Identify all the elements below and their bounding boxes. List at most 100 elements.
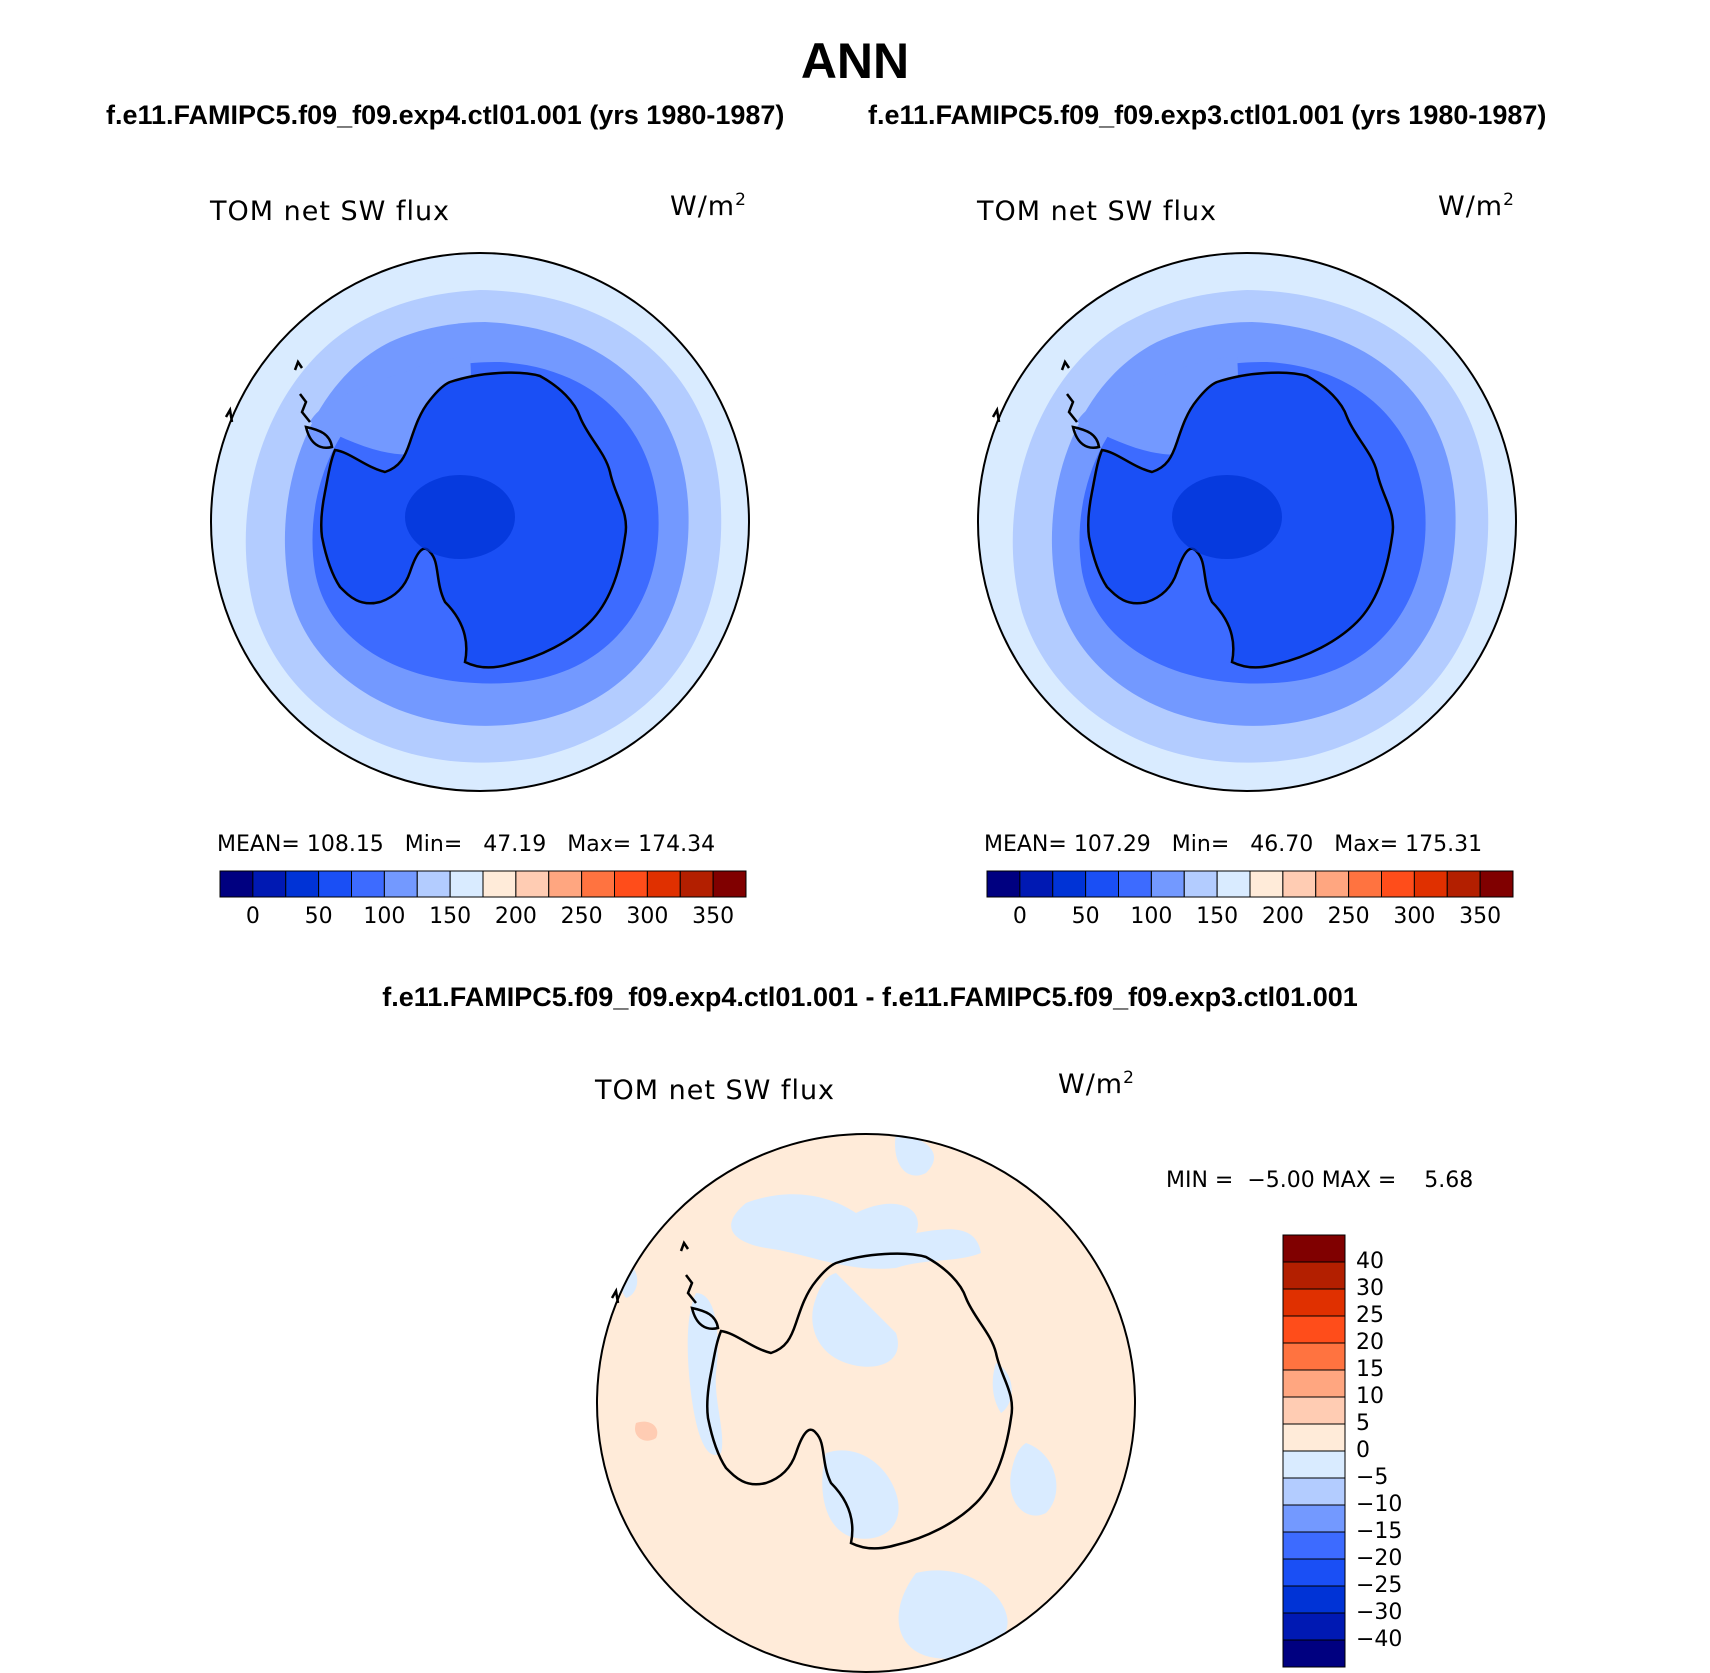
colorbar-tick-label: 300 — [1393, 904, 1436, 929]
colorbar-tick-label: 50 — [1071, 904, 1100, 929]
colorbar-tick-label: −5 — [1356, 1465, 1389, 1490]
left-colorbar-ticks: 0 50 100 150 200 250 300 350 — [220, 904, 746, 934]
colorbar-tick-label: −40 — [1356, 1627, 1403, 1652]
colorbar-swatch — [1282, 1639, 1346, 1668]
colorbar-swatch — [318, 870, 352, 898]
colorbar-swatch — [1085, 870, 1119, 898]
colorbar-swatch — [1446, 870, 1481, 898]
colorbar-swatch — [581, 870, 615, 898]
colorbar-tick-label: 50 — [304, 904, 333, 929]
colorbar-tick-label: 0 — [1012, 904, 1027, 929]
right-panel-units: W/m2 — [1438, 190, 1515, 222]
left-polar-map — [210, 252, 750, 792]
diff-panel-variable-label: TOM net SW flux — [595, 1075, 836, 1106]
colorbar-swatch — [1249, 870, 1284, 898]
right-polar-map — [977, 252, 1517, 792]
colorbar-tick-label: 350 — [692, 904, 735, 929]
colorbar-swatch — [449, 870, 484, 898]
colorbar-swatch — [1282, 1585, 1346, 1614]
colorbar-tick-label: 20 — [1356, 1330, 1384, 1355]
colorbar-swatch — [515, 870, 550, 898]
colorbar-tick-label: 0 — [245, 904, 260, 929]
colorbar-swatch — [548, 870, 583, 898]
colorbar-swatch — [614, 870, 648, 898]
colorbar-tick-label: 250 — [1327, 904, 1370, 929]
colorbar-swatch — [1052, 870, 1087, 898]
colorbar-swatch — [646, 870, 681, 898]
colorbar-tick-label: 15 — [1356, 1357, 1384, 1382]
colorbar-tick-label: 30 — [1356, 1276, 1384, 1301]
colorbar-swatch — [1282, 1369, 1346, 1398]
right-colorbar — [986, 870, 1514, 898]
colorbar-swatch — [1019, 870, 1054, 898]
colorbar-tick-label: 100 — [1130, 904, 1173, 929]
colorbar-swatch — [416, 870, 451, 898]
colorbar-swatch — [383, 870, 418, 898]
colorbar-swatch — [1315, 870, 1350, 898]
colorbar-swatch — [986, 870, 1021, 898]
colorbar-swatch — [1150, 870, 1185, 898]
left-panel-subtitle: f.e11.FAMIPC5.f09_f09.exp4.ctl01.001 (yr… — [106, 100, 785, 130]
colorbar-swatch — [351, 870, 385, 898]
colorbar-swatch — [1282, 1450, 1346, 1479]
antarctica-landmass — [705, 1252, 1014, 1550]
colorbar-tick-label: −20 — [1356, 1546, 1403, 1571]
colorbar-swatch — [1282, 870, 1317, 898]
colorbar-swatch — [1216, 870, 1251, 898]
colorbar-tick-label: 100 — [363, 904, 406, 929]
difference-panel-subtitle: f.e11.FAMIPC5.f09_f09.exp4.ctl01.001 - f… — [382, 982, 1358, 1012]
colorbar-swatch — [1282, 1531, 1346, 1560]
colorbar-swatch — [1282, 1342, 1346, 1371]
colorbar-swatch — [1118, 870, 1152, 898]
left-panel-variable-label: TOM net SW flux — [210, 196, 451, 227]
colorbar-swatch — [1282, 1288, 1346, 1317]
colorbar-swatch — [1282, 1396, 1346, 1425]
colorbar-swatch — [1413, 870, 1448, 898]
difference-polar-map — [596, 1133, 1136, 1673]
colorbar-tick-label: 40 — [1356, 1249, 1384, 1274]
left-colorbar — [219, 870, 747, 898]
figure-title: ANN — [800, 33, 910, 89]
colorbar-swatch — [1282, 1261, 1346, 1290]
colorbar-swatch — [1282, 1477, 1346, 1506]
colorbar-tick-label: 350 — [1459, 904, 1502, 929]
colorbar-swatch — [252, 870, 287, 898]
right-panel-variable-label: TOM net SW flux — [977, 196, 1218, 227]
colorbar-tick-label: 150 — [1196, 904, 1239, 929]
colorbar-tick-label: 150 — [429, 904, 472, 929]
colorbar-swatch — [679, 870, 714, 898]
diff-colorbar — [1282, 1234, 1346, 1668]
right-colorbar-ticks: 0 50 100 150 200 250 300 350 — [987, 904, 1513, 934]
right-panel-subtitle: f.e11.FAMIPC5.f09_f09.exp3.ctl01.001 (yr… — [868, 100, 1547, 130]
colorbar-swatch — [219, 870, 254, 898]
colorbar-swatch — [285, 870, 320, 898]
colorbar-tick-label: 5 — [1356, 1411, 1370, 1436]
colorbar-tick-label: 25 — [1356, 1303, 1384, 1328]
colorbar-tick-label: 250 — [560, 904, 603, 929]
colorbar-swatch — [1282, 1504, 1346, 1533]
colorbar-swatch — [1282, 1612, 1346, 1641]
colorbar-swatch — [1381, 870, 1415, 898]
colorbar-tick-label: −25 — [1356, 1573, 1403, 1598]
colorbar-swatch — [1348, 870, 1382, 898]
colorbar-swatch — [482, 870, 517, 898]
colorbar-tick-label: 300 — [626, 904, 669, 929]
left-panel-units: W/m2 — [670, 190, 747, 222]
diff-panel-units: W/m2 — [1058, 1068, 1135, 1100]
colorbar-tick-label: 0 — [1356, 1438, 1370, 1463]
colorbar-swatch — [1282, 1234, 1346, 1263]
colorbar-swatch — [1282, 1315, 1346, 1344]
diff-colorbar-ticks: 40 30 25 20 15 10 5 0 −5 −10 −15 −20 −25 −30 −40 — [1356, 1235, 1436, 1667]
colorbar-tick-label: −10 — [1356, 1492, 1403, 1517]
colorbar-swatch — [1282, 1558, 1346, 1587]
colorbar-tick-label: 200 — [494, 904, 537, 929]
left-panel-stats: MEAN= 108.15 Min= 47.19 Max= 174.34 — [217, 832, 716, 857]
colorbar-tick-label: 10 — [1356, 1384, 1384, 1409]
right-panel-stats: MEAN= 107.29 Min= 46.70 Max= 175.31 — [984, 832, 1483, 857]
colorbar-tick-label: −30 — [1356, 1600, 1403, 1625]
colorbar-swatch — [1479, 870, 1514, 898]
colorbar-tick-label: 200 — [1261, 904, 1304, 929]
colorbar-tick-label: −15 — [1356, 1519, 1403, 1544]
colorbar-swatch — [1183, 870, 1218, 898]
diff-panel-stats: MIN = −5.00 MAX = 5.68 — [1166, 1168, 1474, 1193]
